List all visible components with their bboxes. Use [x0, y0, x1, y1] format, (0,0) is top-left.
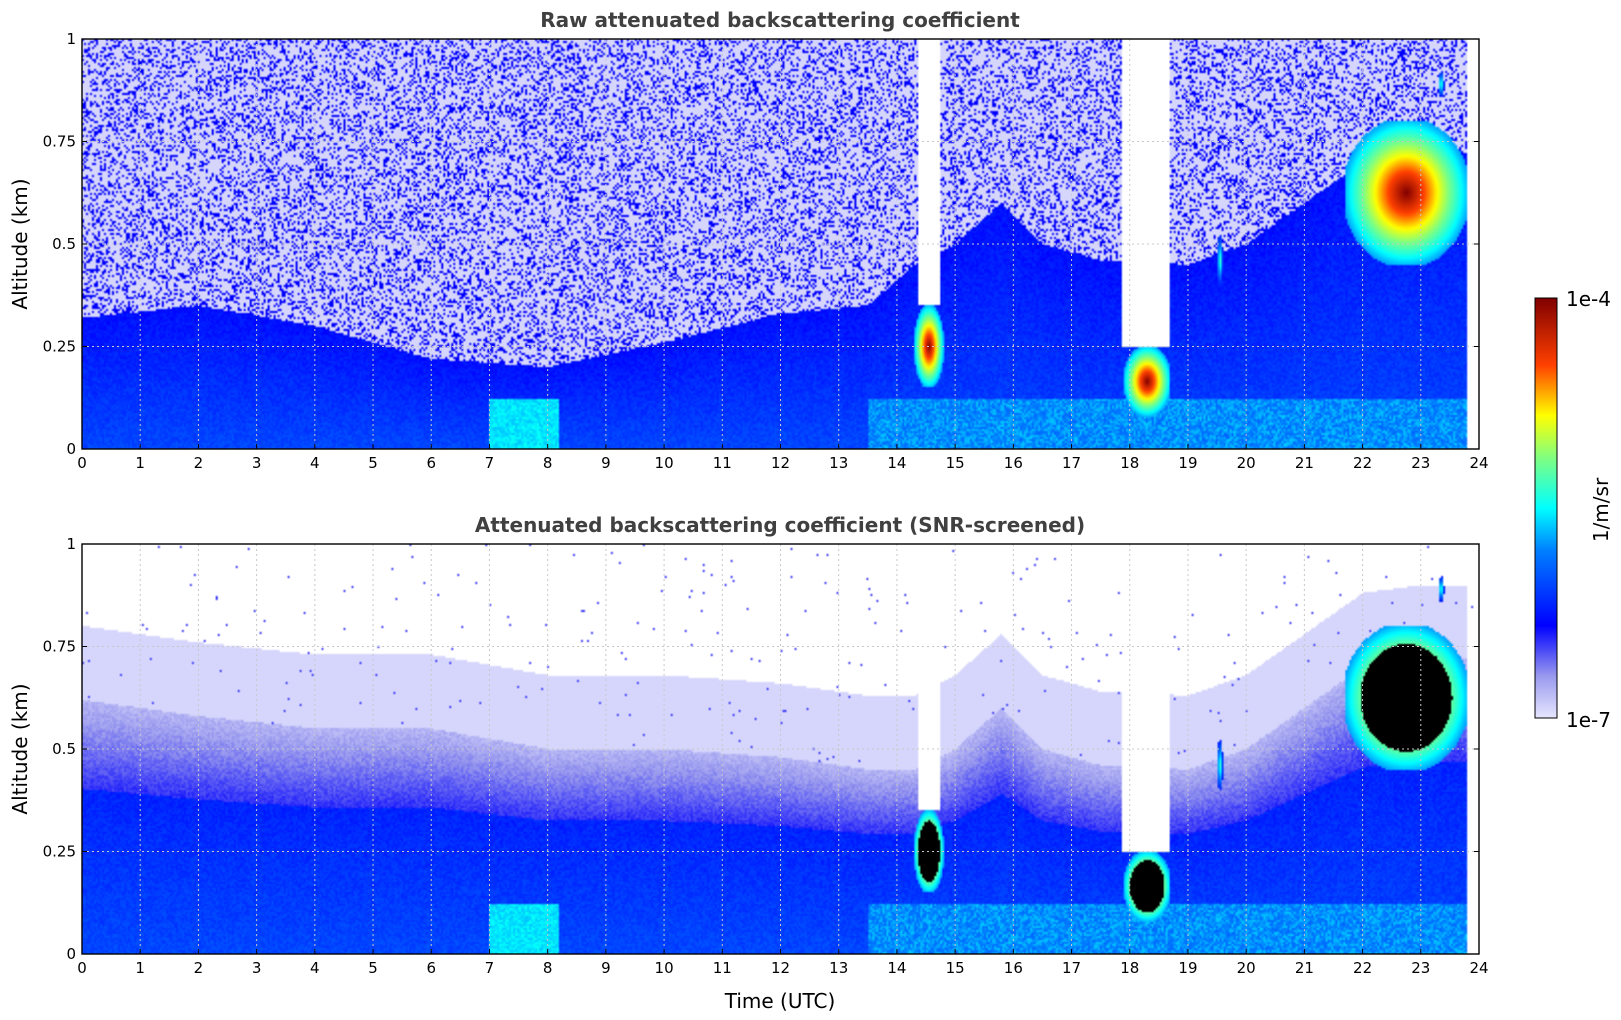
- x-tick-label: 3: [252, 959, 262, 977]
- x-tick-label: 16: [1004, 959, 1023, 977]
- x-tick-label: 21: [1295, 454, 1314, 472]
- x-tick-label: 11: [713, 959, 732, 977]
- x-tick-label: 8: [543, 454, 553, 472]
- x-tick-label: 7: [485, 454, 495, 472]
- y-tick-label: 0.75: [43, 638, 76, 656]
- x-tick-label: 14: [887, 959, 906, 977]
- x-tick-label: 2: [194, 454, 204, 472]
- x-tick-label: 17: [1062, 959, 1081, 977]
- x-tick-label: 17: [1062, 454, 1081, 472]
- x-axis-label: Time (UTC): [724, 989, 836, 1013]
- colorbar: 1e-4 1e-7 1/m/sr: [1534, 287, 1613, 732]
- raw-panel: Raw attenuated backscattering coefficien…: [8, 8, 1489, 472]
- x-tick-label: 3: [252, 454, 262, 472]
- colorbar-max-label: 1e-4: [1566, 287, 1611, 311]
- raw-x-axis: 0 1 2 3 4 5 6 7 8 9 10 11 12 13 14 15 16 17 18 19 20 21 22 23 24: [77, 444, 1489, 472]
- y-tick-label: 0.5: [52, 235, 76, 253]
- y-tick-label: 0: [66, 440, 76, 458]
- colorbar-gradient: [1534, 297, 1558, 719]
- x-tick-label: 4: [310, 454, 320, 472]
- x-tick-label: 0: [77, 454, 87, 472]
- x-tick-label: 23: [1411, 454, 1430, 472]
- y-tick-label: 0.75: [43, 133, 76, 151]
- x-tick-label: 14: [887, 454, 906, 472]
- screened-panel: Attenuated backscattering coefficient (S…: [8, 513, 1489, 1013]
- x-tick-label: 16: [1004, 454, 1023, 472]
- x-tick-label: 9: [601, 959, 611, 977]
- x-tick-label: 5: [368, 959, 378, 977]
- x-tick-label: 13: [829, 959, 848, 977]
- x-tick-label: 11: [713, 454, 732, 472]
- raw-grid: [82, 39, 1479, 449]
- x-tick-label: 22: [1353, 959, 1372, 977]
- x-tick-label: 1: [135, 454, 145, 472]
- x-tick-label: 15: [946, 959, 965, 977]
- x-tick-label: 12: [771, 454, 790, 472]
- x-tick-label: 21: [1295, 959, 1314, 977]
- x-tick-label: 8: [543, 959, 553, 977]
- screened-y-axis: 0 0.25 0.5 0.75 1: [43, 535, 1479, 963]
- y-tick-label: 0.5: [52, 740, 76, 758]
- x-tick-label: 2: [194, 959, 204, 977]
- x-tick-label: 18: [1120, 454, 1139, 472]
- x-tick-label: 7: [485, 959, 495, 977]
- x-tick-label: 15: [946, 454, 965, 472]
- colorbar-min-label: 1e-7: [1566, 708, 1611, 732]
- x-tick-label: 6: [426, 959, 436, 977]
- y-tick-label: 0.25: [43, 843, 76, 861]
- x-tick-label: 19: [1178, 959, 1197, 977]
- x-tick-label: 20: [1237, 454, 1256, 472]
- colorbar-unit-label: 1/m/sr: [1589, 477, 1613, 542]
- y-tick-label: 0: [66, 945, 76, 963]
- raw-y-axis: 0 0.25 0.5 0.75 1: [43, 30, 1479, 458]
- x-tick-label: 24: [1469, 454, 1488, 472]
- x-tick-label: 6: [426, 454, 436, 472]
- x-tick-label: 22: [1353, 454, 1372, 472]
- raw-y-axis-label: Altitude (km): [8, 178, 32, 309]
- y-tick-label: 0.25: [43, 338, 76, 356]
- x-tick-label: 5: [368, 454, 378, 472]
- x-tick-label: 24: [1469, 959, 1488, 977]
- x-tick-label: 23: [1411, 959, 1430, 977]
- x-tick-label: 10: [655, 454, 674, 472]
- screened-y-axis-label: Altitude (km): [8, 683, 32, 814]
- x-tick-label: 0: [77, 959, 87, 977]
- y-tick-label: 1: [66, 535, 76, 553]
- screened-grid: [82, 544, 1479, 954]
- x-tick-label: 10: [655, 959, 674, 977]
- screened-x-axis: 0 1 2 3 4 5 6 7 8 9 10 11 12 13 14 15 16 17 18 19 20 21 22 23 24: [77, 949, 1489, 977]
- x-tick-label: 4: [310, 959, 320, 977]
- screened-panel-title: Attenuated backscattering coefficient (S…: [475, 513, 1085, 537]
- x-tick-label: 1: [135, 959, 145, 977]
- x-tick-label: 18: [1120, 959, 1139, 977]
- x-tick-label: 13: [829, 454, 848, 472]
- x-tick-label: 20: [1237, 959, 1256, 977]
- raw-panel-title: Raw attenuated backscattering coefficien…: [540, 8, 1020, 32]
- y-tick-label: 1: [66, 30, 76, 48]
- x-tick-label: 9: [601, 454, 611, 472]
- x-tick-label: 19: [1178, 454, 1197, 472]
- x-tick-label: 12: [771, 959, 790, 977]
